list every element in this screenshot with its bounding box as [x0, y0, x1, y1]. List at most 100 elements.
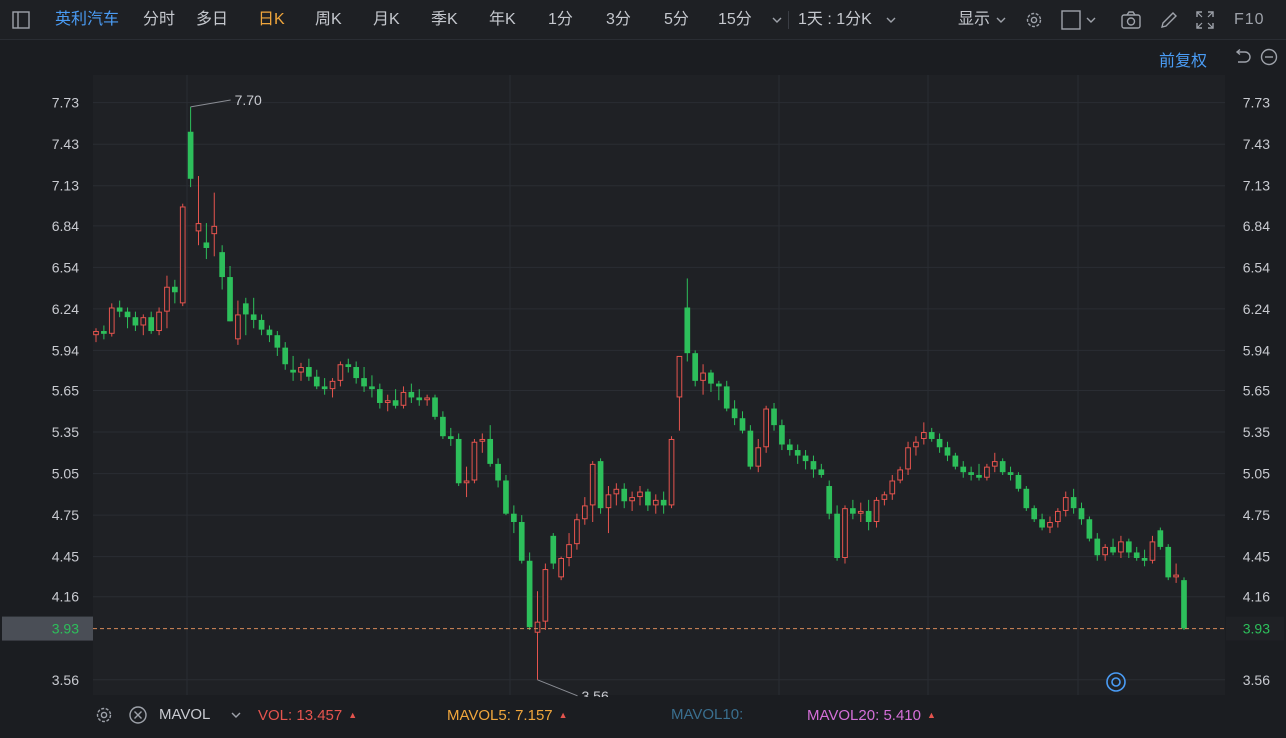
candle-body-down: [503, 480, 509, 514]
locate-icon[interactable]: [1106, 672, 1126, 692]
chevron-down-icon[interactable]: [994, 9, 1008, 31]
minus-circle-icon[interactable]: [1259, 47, 1279, 67]
candle-body-down: [455, 438, 462, 484]
candle-body-down: [818, 469, 825, 475]
chevron-down-icon[interactable]: [1084, 9, 1098, 31]
candle-body-down: [779, 425, 785, 445]
candle-body-down: [976, 474, 982, 478]
candle-body-down: [227, 277, 233, 322]
candle-body-up: [1047, 522, 1053, 528]
vol-readout: VOL: 13.457 ▲: [258, 705, 357, 726]
candle-body-down: [1031, 508, 1038, 520]
tab-timeshare[interactable]: 分时: [143, 11, 176, 28]
candle-body-down: [684, 307, 691, 354]
tab-multi-day[interactable]: 多日: [196, 11, 229, 28]
candle-body-down: [148, 317, 155, 332]
tab-quarterly-k[interactable]: 季K: [431, 11, 458, 28]
candle-body-up: [1055, 510, 1061, 523]
kline-chart-area[interactable]: 7.73 7.73 7.43 7.43 7.13 7.13 6.84 6.84 6.54 6.54…: [0, 75, 1286, 704]
candle-body-up: [984, 466, 990, 478]
tab-3min[interactable]: 3分: [606, 11, 631, 28]
candle-body-down: [116, 307, 123, 312]
candle-body-up: [605, 494, 612, 509]
candle-body-up: [329, 380, 336, 390]
indicator-bar: MAVOL VOL: 13.457 ▲ MAVOL5: 7.157 ▲ MAVOL1…: [0, 700, 1286, 738]
candle-body-up: [479, 438, 486, 442]
fullscreen-icon[interactable]: [1194, 9, 1216, 31]
candle-body-down: [416, 397, 423, 401]
candle-body-up: [652, 499, 659, 506]
candle-body-down: [771, 408, 777, 426]
y-axis-label-right: 4.75: [1243, 507, 1270, 523]
gear-icon[interactable]: [1023, 9, 1045, 31]
y-axis-label-right: 5.65: [1243, 383, 1270, 399]
y-axis-label-left: 5.94: [52, 342, 79, 358]
y-axis-label-left: 5.65: [52, 383, 79, 399]
y-axis-label-right: 5.35: [1243, 424, 1270, 440]
sidebar-toggle-icon[interactable]: [10, 9, 32, 31]
pencil-icon[interactable]: [1158, 9, 1180, 31]
candle-body-down: [290, 369, 296, 373]
camera-icon[interactable]: [1120, 9, 1142, 31]
candle-body-up: [700, 372, 706, 381]
candle-body-down: [376, 389, 383, 403]
close-icon[interactable]: [127, 704, 149, 726]
candle-body-down: [250, 314, 257, 320]
checkbox-icon[interactable]: [1060, 9, 1082, 31]
chevron-down-icon[interactable]: [229, 705, 243, 725]
tab-1min[interactable]: 1分: [548, 11, 573, 28]
up-arrow-icon: ▲: [558, 710, 568, 720]
interval-selector[interactable]: 1天 : 1分K: [798, 11, 872, 28]
candle-body-down: [432, 397, 438, 417]
candle-body-down: [361, 378, 367, 387]
candle-body-up: [235, 314, 241, 340]
candle-body-down: [1094, 538, 1101, 556]
candle-body-down: [960, 466, 967, 473]
tab-5min[interactable]: 5分: [664, 11, 689, 28]
gear-icon[interactable]: [93, 704, 115, 726]
candle-body-down: [936, 438, 943, 448]
indicator-name[interactable]: MAVOL: [159, 706, 211, 723]
tab-monthly-k[interactable]: 月K: [373, 11, 400, 28]
candle-body-down: [132, 317, 139, 326]
candle-body-down: [1070, 497, 1077, 509]
vol-label: VOL:: [258, 707, 293, 724]
chevron-down-icon[interactable]: [770, 9, 784, 31]
stock-name-tab[interactable]: 英利汽车: [55, 11, 120, 28]
chevron-down-icon[interactable]: [884, 9, 898, 31]
candle-body-up: [676, 355, 683, 398]
mavol5-value: 7.157: [515, 707, 553, 724]
tab-weekly-k[interactable]: 周K: [315, 11, 342, 28]
candle-body-up: [1102, 546, 1108, 556]
candle-body-up: [1173, 574, 1179, 578]
candle-body-down: [203, 242, 210, 248]
candle-body-down: [952, 455, 959, 467]
candle-body-down: [345, 364, 352, 368]
candle-body-down: [660, 499, 667, 506]
tab-daily-k[interactable]: 日K: [258, 11, 285, 28]
undo-icon[interactable]: [1232, 47, 1252, 67]
candle-body-down: [306, 367, 312, 377]
candle-body-up: [920, 432, 927, 439]
candle-body-up: [179, 206, 186, 304]
candle-body-down: [597, 461, 604, 509]
high-annotation-label: 7.70: [235, 92, 262, 108]
candlestick-chart[interactable]: 7.73 7.73 7.43 7.43 7.13 7.13 6.84 6.84 6.54 6.54…: [0, 75, 1286, 704]
f10-button[interactable]: F10: [1234, 11, 1265, 28]
price-adjust-toggle[interactable]: 前复权: [1159, 53, 1208, 70]
candle-body-down: [621, 488, 628, 502]
candle-body-down: [369, 386, 375, 390]
candle-body-up: [140, 317, 147, 326]
tab-15min[interactable]: 15分: [718, 11, 752, 28]
tab-yearly-k[interactable]: 年K: [489, 11, 516, 28]
mavol20-label: MAVOL20:: [807, 707, 880, 724]
display-menu[interactable]: 显示: [958, 11, 991, 28]
y-axis-label-right: 5.05: [1243, 466, 1270, 482]
divider: [788, 11, 789, 29]
candle-body-up: [195, 223, 202, 232]
candle-body-down: [258, 319, 265, 330]
candle-body-down: [124, 311, 131, 318]
candle-body-down: [645, 491, 651, 506]
y-axis-label-right: 4.45: [1243, 549, 1270, 565]
current-price-tag-left: [2, 616, 93, 641]
